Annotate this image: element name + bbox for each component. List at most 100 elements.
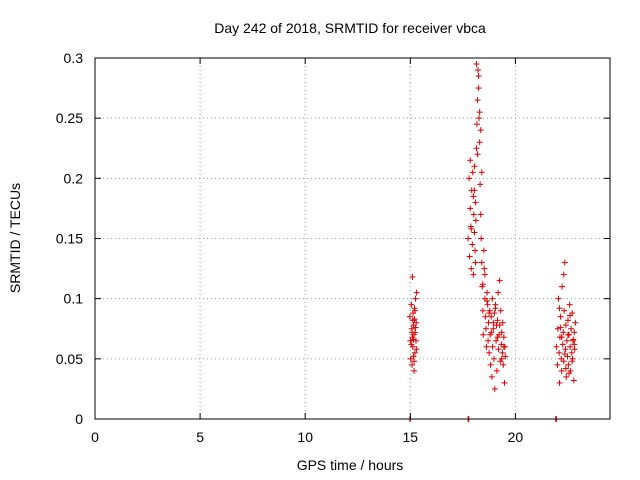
data-point	[474, 67, 481, 74]
data-point	[494, 334, 501, 341]
data-point	[469, 241, 476, 248]
data-point	[490, 355, 497, 362]
data-point	[488, 329, 495, 336]
data-point	[407, 337, 414, 344]
data-point	[497, 307, 504, 314]
data-point	[488, 313, 495, 320]
data-point	[487, 361, 494, 368]
data-point	[412, 324, 419, 331]
data-point	[471, 163, 478, 170]
data-point	[480, 331, 487, 338]
data-point	[486, 310, 493, 317]
data-point	[490, 325, 497, 332]
y-tick-labels: 0 0.05 0.1 0.15 0.2 0.25 0.3	[56, 50, 83, 427]
data-point	[495, 289, 502, 296]
y-tick-label: 0.3	[64, 50, 84, 66]
data-point	[486, 349, 493, 356]
data-point	[476, 109, 483, 116]
data-point	[413, 346, 420, 353]
data-point	[484, 298, 491, 305]
data-point	[500, 343, 507, 350]
data-point	[498, 355, 505, 362]
data-point	[562, 322, 569, 329]
y-tick-label: 0.25	[56, 110, 83, 126]
data-point	[568, 349, 575, 356]
data-point	[411, 307, 418, 314]
data-point	[473, 61, 480, 68]
data-point	[408, 329, 415, 336]
data-point	[475, 73, 482, 80]
data-point	[412, 337, 419, 344]
data-point	[562, 346, 569, 353]
data-point	[472, 217, 479, 224]
data-point	[492, 305, 499, 312]
data-point	[476, 139, 483, 146]
data-point	[413, 289, 420, 296]
data-point	[466, 175, 473, 182]
data-point	[477, 127, 484, 134]
y-tick-label: 0	[75, 411, 83, 427]
data-point	[489, 343, 496, 350]
data-point	[564, 317, 571, 324]
data-point	[559, 283, 566, 290]
x-tick-label: 0	[91, 429, 99, 445]
data-point	[491, 310, 498, 317]
data-point	[563, 373, 570, 380]
data-point	[561, 307, 568, 314]
data-point	[410, 353, 417, 360]
data-point	[493, 337, 500, 344]
data-point	[560, 329, 567, 336]
data-point	[561, 259, 568, 266]
data-point	[480, 247, 487, 254]
x-tick-label: 10	[297, 429, 313, 445]
data-point	[408, 341, 415, 348]
data-point	[489, 295, 496, 302]
data-point	[571, 329, 578, 336]
x-tick-label: 20	[508, 429, 524, 445]
data-point	[568, 325, 575, 332]
data-point	[466, 253, 473, 260]
data-point	[484, 301, 491, 308]
data-point	[468, 265, 475, 272]
data-point	[406, 313, 413, 320]
data-point	[571, 341, 578, 348]
data-point	[559, 341, 566, 348]
data-point	[481, 265, 488, 272]
data-point	[491, 385, 498, 392]
data-point	[476, 115, 483, 122]
data-point	[472, 199, 479, 206]
axis-ticks	[94, 57, 610, 420]
data-point	[557, 313, 564, 320]
chart-title: Day 242 of 2018, SRMTID for receiver vbc…	[214, 20, 486, 36]
data-point	[556, 349, 563, 356]
data-point	[566, 370, 573, 377]
data-point	[502, 353, 509, 360]
data-point	[411, 367, 418, 374]
data-point	[563, 337, 570, 344]
data-point	[467, 205, 474, 212]
data-point	[554, 325, 561, 332]
data-point	[470, 211, 477, 218]
data-point	[485, 337, 492, 344]
data-point	[471, 187, 478, 194]
data-point	[413, 319, 420, 326]
data-point	[474, 151, 481, 158]
data-point	[570, 336, 577, 343]
data-point	[553, 343, 560, 350]
data-point	[567, 312, 574, 319]
data-point	[557, 324, 564, 331]
data-point	[564, 331, 571, 338]
data-point	[479, 281, 486, 288]
data-point	[494, 317, 501, 324]
data-point	[501, 379, 508, 386]
data-point	[483, 343, 490, 350]
data-point	[554, 361, 561, 368]
x-tick-label: 5	[196, 429, 204, 445]
data-point	[490, 319, 497, 326]
x-tick-labels: 0 5 10 15 20	[91, 429, 523, 445]
data-point	[482, 313, 489, 320]
data-point	[471, 229, 478, 236]
data-point	[470, 271, 477, 278]
data-point	[472, 259, 479, 266]
